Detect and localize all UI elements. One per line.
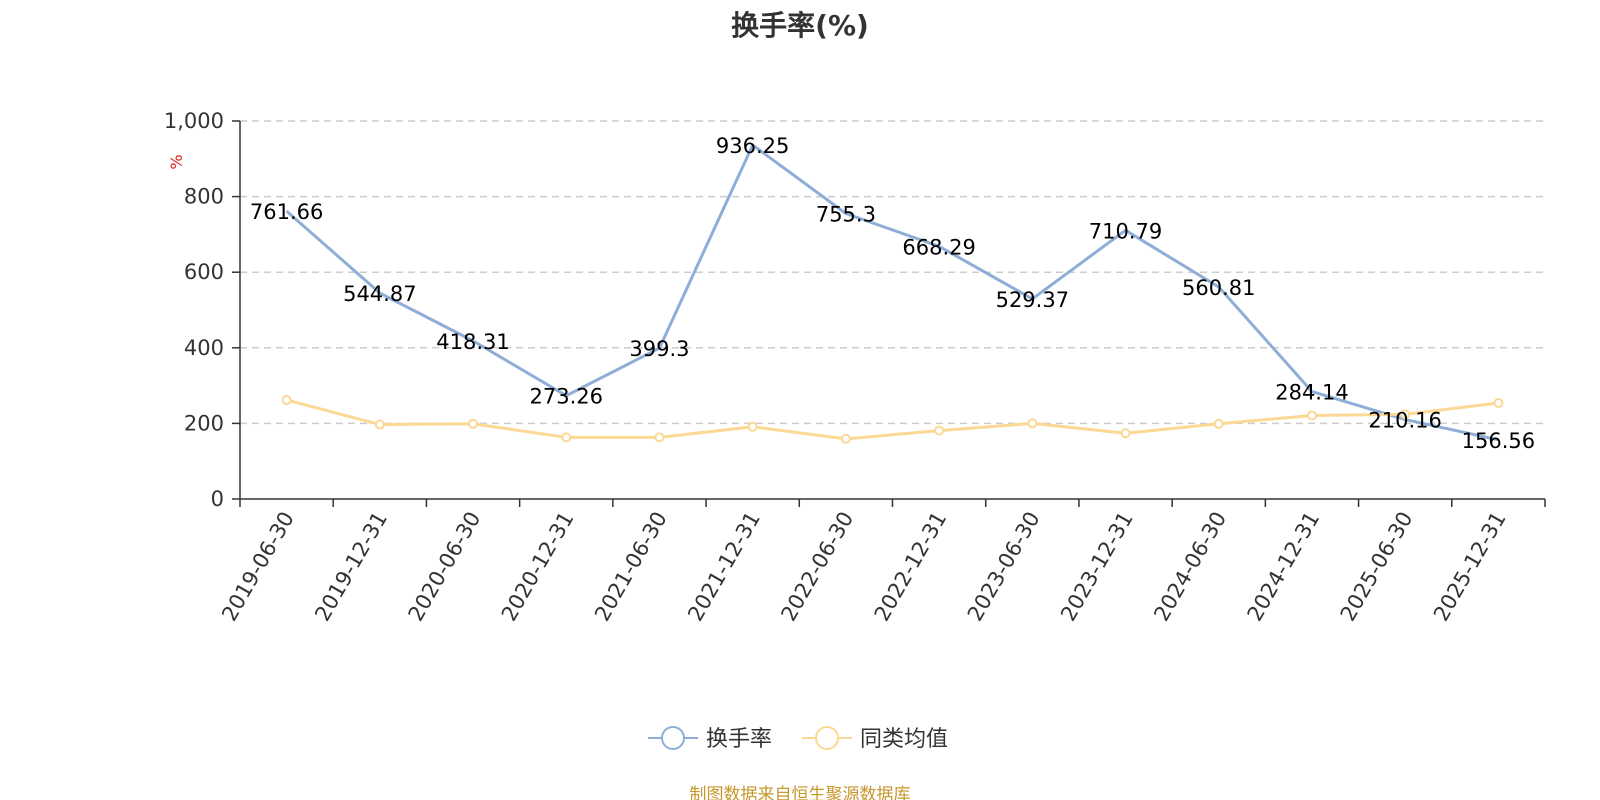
data-label: 761.66 — [250, 200, 323, 224]
x-tick-label: 2019-06-30 — [217, 508, 299, 626]
x-tick-label: 2024-12-31 — [1242, 508, 1324, 626]
x-tick-label: 2025-06-30 — [1336, 508, 1418, 626]
legend-marker — [661, 726, 685, 750]
x-tick-label: 2019-12-31 — [310, 508, 392, 626]
series-point — [561, 432, 572, 443]
series-point — [747, 421, 758, 432]
y-tick-label: 1,000 — [164, 109, 224, 133]
series-point — [1027, 418, 1038, 429]
y-tick-label: 800 — [184, 185, 224, 209]
chart-title: 换手率(%) — [731, 9, 869, 42]
x-tick-label: 2020-12-31 — [497, 508, 579, 626]
data-label: 284.14 — [1275, 381, 1348, 405]
series-point — [840, 433, 851, 444]
x-tick-label: 2023-06-30 — [963, 508, 1045, 626]
series-line-1 — [285, 143, 1499, 442]
x-tick-label: 2025-12-31 — [1429, 508, 1511, 626]
y-tick-label: 600 — [184, 260, 224, 284]
series-point — [374, 419, 385, 430]
data-label: 560.81 — [1182, 276, 1255, 300]
y-tick-label: 400 — [184, 336, 224, 360]
data-label: 529.37 — [996, 288, 1069, 312]
series-line-2 — [286, 398, 1499, 441]
series-point — [654, 432, 665, 443]
legend-label: 同类均值 — [860, 727, 948, 752]
series-point — [1120, 428, 1131, 439]
data-label: 210.16 — [1368, 409, 1441, 433]
x-tick-label: 2022-12-31 — [870, 508, 952, 626]
y-tick-label: 0 — [211, 487, 224, 511]
y-tick-label: 200 — [184, 411, 224, 435]
x-tick-label: 2020-06-30 — [404, 508, 486, 626]
series-point — [468, 418, 479, 429]
data-label: 936.25 — [716, 134, 789, 158]
series-point — [1493, 397, 1504, 408]
x-tick-label: 2023-12-31 — [1056, 508, 1138, 626]
data-label: 418.31 — [436, 330, 509, 354]
data-label: 273.26 — [530, 385, 603, 409]
series-point — [1306, 410, 1317, 421]
source-note: 制图数据来自恒生聚源数据库 — [689, 785, 911, 800]
x-tick-label: 2021-12-31 — [683, 508, 765, 626]
series-point — [1400, 409, 1411, 420]
series-point — [1213, 418, 1224, 429]
data-label: 710.79 — [1089, 219, 1162, 243]
legend-marker — [815, 726, 839, 750]
data-label: 399.3 — [629, 337, 689, 361]
legend-label: 换手率 — [706, 727, 772, 752]
data-label: 755.3 — [816, 202, 876, 226]
series-point — [281, 394, 292, 405]
x-tick-label: 2021-06-30 — [590, 508, 672, 626]
data-label: 668.29 — [902, 235, 975, 259]
x-tick-label: 2022-06-30 — [776, 508, 858, 626]
series-point — [934, 425, 945, 436]
data-label: 156.56 — [1462, 429, 1535, 453]
x-tick-label: 2024-06-30 — [1149, 508, 1231, 626]
data-label: 544.87 — [343, 282, 416, 306]
y-axis-label: % — [167, 154, 186, 169]
